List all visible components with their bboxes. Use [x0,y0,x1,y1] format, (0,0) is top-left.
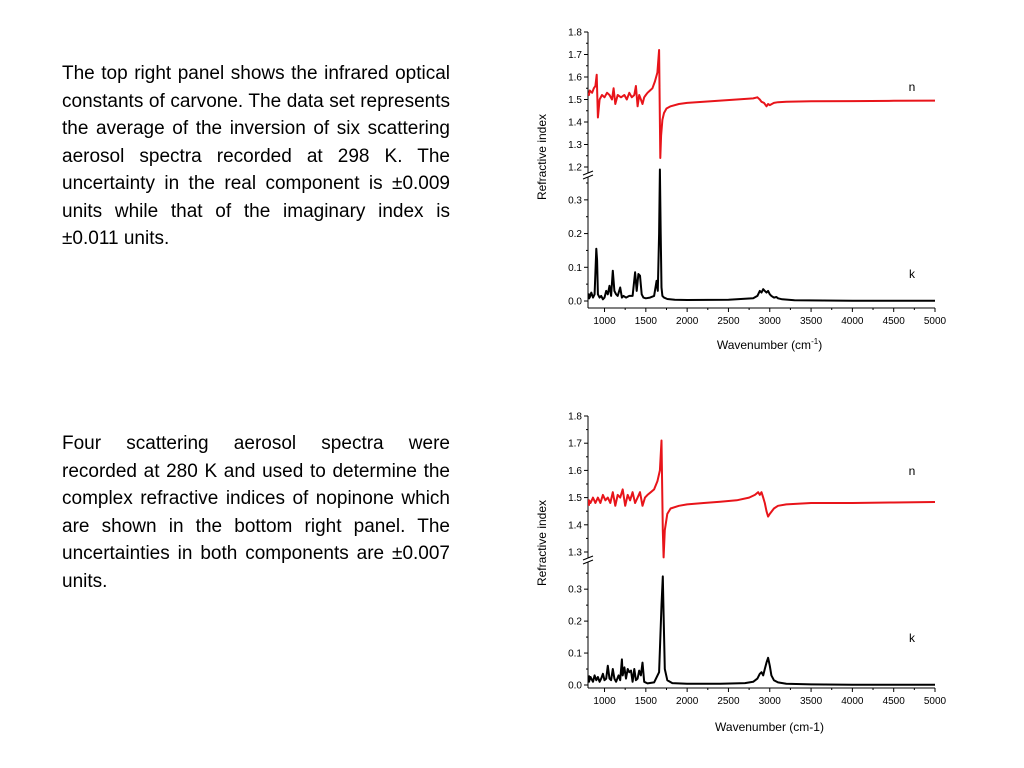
n-axis-tick-label: 1.7 [568,439,582,450]
series-k-line [588,575,935,686]
k-axis-tick-label: 0.0 [568,297,582,308]
chart-plot-area: 1.2 1.3 1.4 1.5 1.6 1.7 1.8 0.0 0.1 0.2 0.3 1000 150… [535,28,947,353]
x-axis-tick-label: 1000 [593,696,616,707]
y-axis-title: Refractive index [535,500,549,586]
n-axis-tick-label: 1.5 [568,493,582,504]
x-axis-tick-label: 2500 [717,696,740,707]
x-axis-title: Wavenumber (cm-1) [717,337,822,352]
series-n-line [588,439,936,559]
n-axis-tick-label: 1.7 [568,50,582,61]
description-paragraph-carvone: The top right panel shows the infrared o… [62,63,450,249]
x-axis-tick-label: 1500 [635,316,658,327]
description-paragraph-nopinone: Four scattering aerosol spectra were rec… [62,433,450,592]
n-axis-tick-label: 1.3 [568,548,582,559]
k-axis-tick-label: 0.1 [568,263,582,274]
x-axis-tick-label: 4500 [883,316,906,327]
x-axis-tick-label: 1000 [593,316,616,327]
n-axis-tick-label: 1.2 [568,163,582,174]
x-axis-tick-label: 3000 [759,696,782,707]
n-axis-tick-label: 1.6 [568,73,582,84]
x-axis-tick-label: 4000 [841,696,864,707]
x-axis-tick-label: 5000 [924,316,947,327]
series-k-label: k [909,267,916,281]
k-axis-tick-label: 0.2 [568,617,582,628]
k-axis-tick-label: 0.3 [568,195,582,206]
k-axis-tick-label: 0.0 [568,681,582,692]
n-axis-tick-label: 1.8 [568,412,582,423]
k-axis-tick-label: 0.3 [568,585,582,596]
n-axis-tick-label: 1.4 [568,520,582,531]
n-axis-tick-label: 1.5 [568,95,582,106]
x-axis-tick-label: 3000 [759,316,782,327]
x-axis-tick-label: 3500 [800,696,823,707]
axis-break-mark [582,170,594,176]
x-axis-tick-label: 2000 [676,696,699,707]
axis-break-mark [582,555,594,561]
k-axis-tick-label: 0.1 [568,649,582,660]
k-axis-tick-label: 0.2 [568,229,582,240]
series-n-line [588,49,936,159]
x-axis-tick-label: 2000 [676,316,699,327]
x-axis-tick-label: 3500 [800,316,823,327]
series-n-label: n [909,80,916,94]
x-axis-tick-label: 5000 [924,696,947,707]
x-axis-tick-label: 1500 [635,696,658,707]
x-axis-tick-label: 4000 [841,316,864,327]
series-n-label: n [909,464,916,478]
series-k-line [588,168,935,302]
n-axis-tick-label: 1.6 [568,466,582,477]
n-axis-tick-label: 1.3 [568,140,582,151]
series-k-label: k [909,631,916,645]
x-axis-tick-label: 4500 [883,696,906,707]
chart-plot-area: 1.3 1.4 1.5 1.6 1.7 1.8 0.0 0.1 0.2 0.3 1000 1500 20… [535,412,947,735]
n-axis-tick-label: 1.8 [568,28,582,39]
x-axis-title: Wavenumber (cm-1) [715,720,824,734]
x-axis-tick-label: 2500 [717,316,740,327]
y-axis-title: Refractive index [535,114,549,200]
n-axis-tick-label: 1.4 [568,118,582,129]
